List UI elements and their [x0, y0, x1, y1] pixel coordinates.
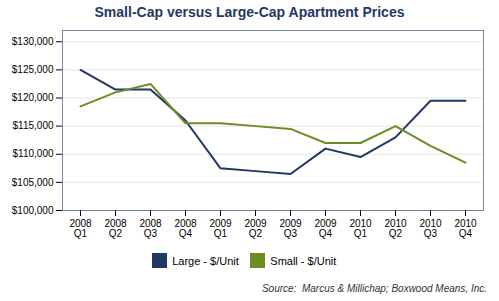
html-text:Large - $/Unit: Large - $/Unit [172, 254, 239, 267]
svg-text:2010Q2: 2010Q2 [384, 218, 407, 239]
svg-text:2008Q2: 2008Q2 [104, 218, 127, 239]
svg-text:2009Q2: 2009Q2 [244, 218, 267, 239]
svg-text:2009Q1: 2009Q1 [209, 218, 232, 239]
svg-text:$105,000: $105,000 [12, 177, 54, 188]
html-text:Small - $/Unit: Small - $/Unit [270, 254, 337, 267]
svg-text:$115,000: $115,000 [13, 120, 54, 131]
svg-text:2009Q3: 2009Q3 [279, 218, 302, 239]
svg-text:2008Q4: 2008Q4 [174, 218, 197, 239]
svg-text:$110,000: $110,000 [13, 148, 54, 159]
svg-text:2008Q1: 2008Q1 [69, 218, 92, 239]
svg-text:2010Q1: 2010Q1 [349, 218, 372, 239]
svg-text:$130,000: $130,000 [12, 36, 54, 47]
svg-text:2008Q3: 2008Q3 [139, 218, 162, 239]
svg-text:2010Q4: 2010Q4 [454, 218, 477, 239]
svg-text:2009Q4: 2009Q4 [314, 218, 337, 239]
svg-text:$120,000: $120,000 [12, 92, 54, 103]
html-text:Source: Marcus & Millichap; Bo: Source: Marcus & Millichap; Boxwood Mean… [261, 282, 487, 294]
svg-text:$125,000: $125,000 [12, 64, 54, 75]
svg-text:2010Q3: 2010Q3 [419, 218, 442, 239]
svg-text:$100,000: $100,000 [12, 205, 54, 216]
html-text:Small-Cap versus Large-Cap Apa: Small-Cap versus Large-Cap Apartment Pri… [94, 4, 405, 20]
